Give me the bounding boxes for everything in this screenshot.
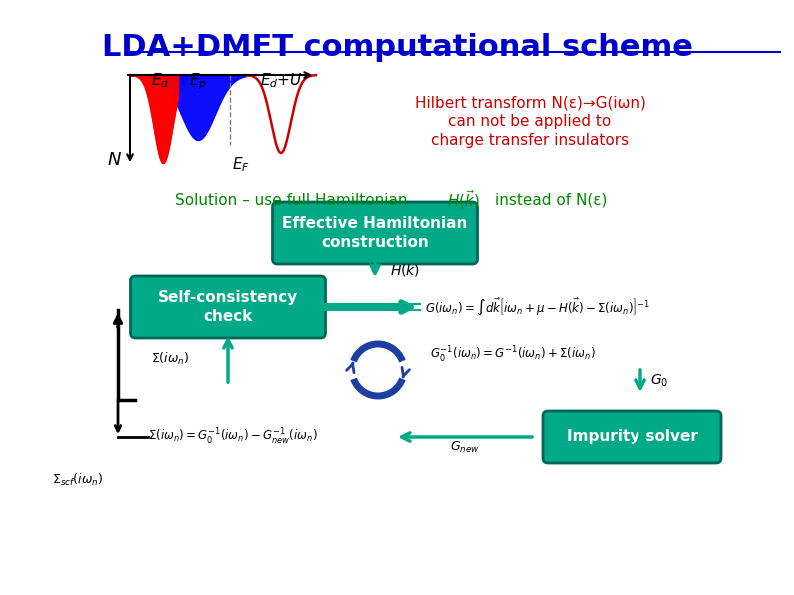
Text: $H(\vec{k})$: $H(\vec{k})$ [447,189,480,211]
Text: $G(i\omega_n) = \int d\vec{k}\left[i\omega_n + \mu - H(\vec{k}) - \Sigma(i\omega: $G(i\omega_n) = \int d\vec{k}\left[i\ome… [425,297,650,317]
Text: $H(k)$: $H(k)$ [390,262,420,278]
Text: $G_0$: $G_0$ [650,373,669,389]
FancyBboxPatch shape [130,276,326,338]
Text: Impurity solver: Impurity solver [567,430,697,444]
Text: $G_{new}$: $G_{new}$ [450,440,480,455]
Text: instead of N(ε): instead of N(ε) [495,193,607,208]
Text: LDA+DMFT computational scheme: LDA+DMFT computational scheme [102,33,692,62]
Text: Self-consistency
check: Self-consistency check [158,290,298,324]
Text: Solution – use full Hamiltonian: Solution – use full Hamiltonian [175,193,407,208]
Text: $\Sigma(i\omega_n)$: $\Sigma(i\omega_n)$ [151,351,189,367]
Text: charge transfer insulators: charge transfer insulators [431,133,629,148]
Text: $N$: $N$ [107,151,122,169]
FancyBboxPatch shape [272,202,477,264]
Text: $E_p$: $E_p$ [189,71,207,92]
Text: $\Sigma_{scf}(i\omega_n)$: $\Sigma_{scf}(i\omega_n)$ [52,472,104,488]
Text: Hilbert transform N(ε)→G(iωn): Hilbert transform N(ε)→G(iωn) [414,95,646,110]
Text: $E_d$+U: $E_d$+U [260,71,303,90]
Text: $G_0^{-1}(i\omega_n) = G^{-1}(i\omega_n) + \Sigma(i\omega_n)$: $G_0^{-1}(i\omega_n) = G^{-1}(i\omega_n)… [430,345,596,365]
Text: $E_F$: $E_F$ [232,155,250,174]
FancyBboxPatch shape [543,411,721,463]
Text: can not be applied to: can not be applied to [449,114,611,129]
Text: Effective Hamiltonian
construction: Effective Hamiltonian construction [283,215,468,250]
Text: $E_d$: $E_d$ [151,71,169,90]
Text: $\Sigma(i\omega_n) = G_0^{-1}(i\omega_n) - G_{new}^{-1}(i\omega_n)$: $\Sigma(i\omega_n) = G_0^{-1}(i\omega_n)… [148,427,318,447]
